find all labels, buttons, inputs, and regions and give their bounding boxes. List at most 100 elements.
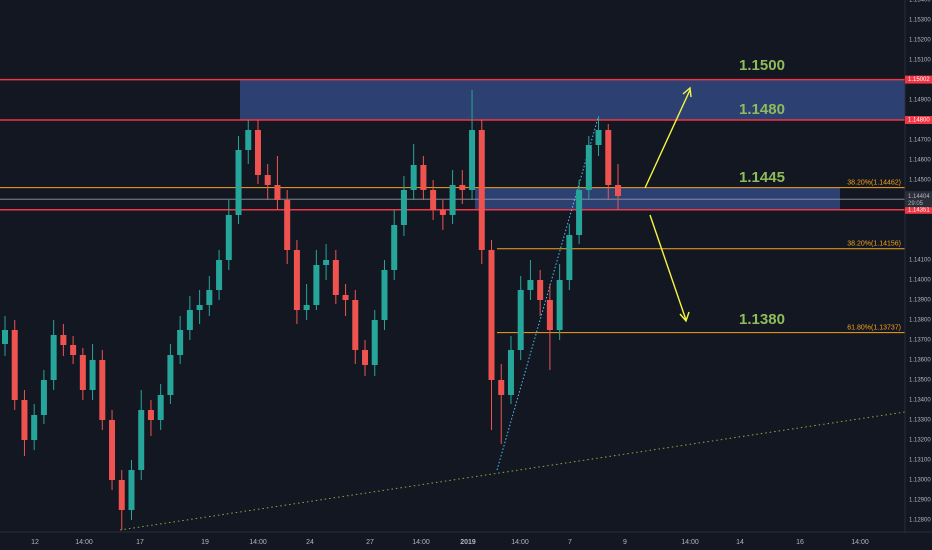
price-tag-label: 1.14351 xyxy=(908,207,930,213)
x-tick-label: 14:00 xyxy=(681,539,699,546)
candle-body xyxy=(147,410,154,420)
x-tick-label: 14:00 xyxy=(412,539,430,546)
y-tick-label: 1.13500 xyxy=(909,378,931,384)
candle-body xyxy=(157,395,164,420)
candle-body xyxy=(352,300,359,350)
x-tick-label: 24 xyxy=(306,539,314,546)
candle-body xyxy=(2,330,8,344)
y-tick-label: 1.13600 xyxy=(909,358,931,364)
candle-body xyxy=(274,185,281,200)
candle-body xyxy=(31,415,38,440)
arrow-up xyxy=(644,89,691,189)
candle-body xyxy=(391,225,398,270)
candle-body xyxy=(50,335,57,380)
y-tick-label: 1.15300 xyxy=(909,18,931,24)
candle-body xyxy=(89,360,96,390)
y-tick-label: 1.14700 xyxy=(909,138,931,144)
candle-body xyxy=(615,185,621,196)
x-tick-label: 9 xyxy=(623,539,627,546)
y-tick-label: 1.14500 xyxy=(909,178,931,184)
candle-body xyxy=(40,380,47,415)
candle-body xyxy=(128,470,135,510)
y-tick-label: 1.15200 xyxy=(909,38,931,44)
candle-body xyxy=(196,305,203,310)
y-tick-label: 1.14100 xyxy=(909,258,931,264)
fib-label: 38.20%(1.14462) xyxy=(847,179,901,186)
price-tag xyxy=(905,205,932,214)
candle-body xyxy=(186,310,193,330)
y-tick-label: 1.14900 xyxy=(909,98,931,104)
x-tick-label: 7 xyxy=(568,539,572,546)
candle-body xyxy=(546,300,553,330)
y-tick-label: 1.13300 xyxy=(909,418,931,424)
price-tag-label: 1.14800 xyxy=(908,118,930,124)
annotation: 1.1480 xyxy=(739,101,785,118)
candle-body xyxy=(488,250,495,380)
x-tick-label: 14:00 xyxy=(249,539,267,546)
candle-body xyxy=(303,305,310,310)
candle-body xyxy=(254,130,261,175)
annotation: 1.1445 xyxy=(739,169,785,186)
annotation: 1.1500 xyxy=(739,57,785,74)
candle-body xyxy=(439,210,446,215)
candle-body xyxy=(585,145,592,190)
candle-body xyxy=(264,175,271,185)
x-tick-label: 12 xyxy=(31,539,39,546)
fib-label: 61.80%(1.13737) xyxy=(847,324,901,331)
candle-body xyxy=(576,190,583,235)
y-tick-label: 1.15100 xyxy=(909,58,931,64)
candle-body xyxy=(595,130,602,145)
price-tag xyxy=(905,116,932,124)
candle-body xyxy=(478,130,485,250)
candle-body xyxy=(109,420,116,480)
y-tick-label: 1.13100 xyxy=(909,458,931,464)
candle-body xyxy=(420,165,427,190)
candle-body xyxy=(400,190,407,225)
candle-body xyxy=(177,330,184,355)
arrow-head xyxy=(679,311,690,323)
y-tick-label: 1.14000 xyxy=(909,278,931,284)
price-axis xyxy=(905,0,932,550)
y-tick-label: 1.12900 xyxy=(909,498,931,504)
x-tick-label: 27 xyxy=(366,539,374,546)
arrows xyxy=(644,86,692,323)
trend-line xyxy=(119,411,906,531)
y-tick-label: 1.13800 xyxy=(909,318,931,324)
candle-body xyxy=(313,265,320,305)
x-tick-label: 16 xyxy=(796,539,804,546)
candle-body xyxy=(449,185,456,215)
candle-body xyxy=(371,320,378,365)
candle-body xyxy=(323,260,330,265)
candle-body xyxy=(245,130,252,150)
candle-body xyxy=(206,290,213,305)
candle-body xyxy=(430,190,437,210)
candle-body xyxy=(381,270,388,320)
y-tick-label: 1.13900 xyxy=(909,298,931,304)
candle-body xyxy=(527,280,534,290)
candle-body xyxy=(79,355,86,390)
x-tick-label: 14:00 xyxy=(511,539,529,546)
candle-body xyxy=(537,280,544,300)
arrow-head xyxy=(682,86,692,98)
zones xyxy=(240,79,905,210)
candle-body xyxy=(118,480,125,510)
candle-body xyxy=(517,290,524,350)
y-tick-label: 1.15400 xyxy=(909,0,931,4)
candles xyxy=(2,90,621,530)
zone xyxy=(240,79,905,120)
y-tick-label: 1.13400 xyxy=(909,398,931,404)
candle-body xyxy=(556,280,563,330)
candle-body xyxy=(605,130,612,185)
candle-body xyxy=(498,380,505,395)
zone xyxy=(475,187,840,210)
candle-body xyxy=(284,200,291,250)
candle-body xyxy=(11,330,18,400)
countdown: 29:05 xyxy=(908,201,924,207)
candle-body xyxy=(410,165,417,190)
candle-body xyxy=(362,350,369,365)
candle-body xyxy=(235,150,242,215)
y-tick-label: 1.14600 xyxy=(909,158,931,164)
candle-body xyxy=(332,260,339,295)
y-tick-label: 1.13200 xyxy=(909,438,931,444)
